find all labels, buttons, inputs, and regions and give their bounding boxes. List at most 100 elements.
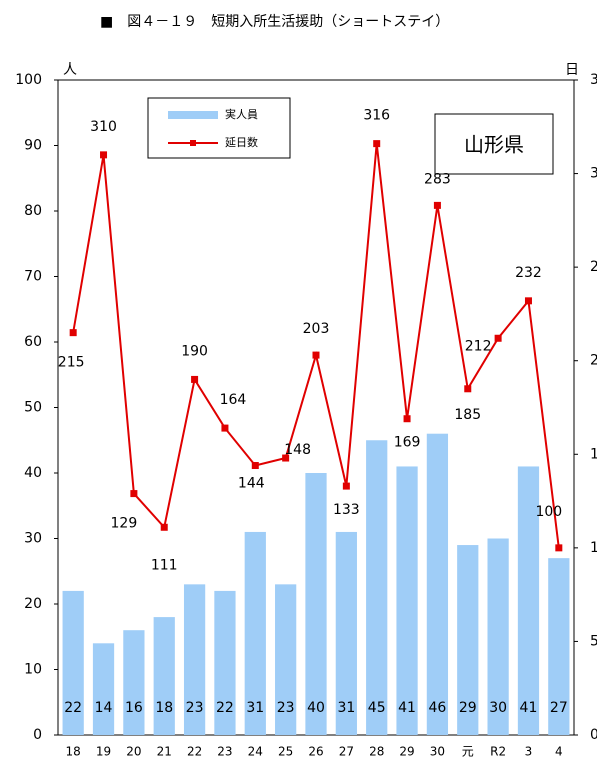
y-tick-label: 90 xyxy=(24,138,42,154)
y2-tick-label: 150 xyxy=(590,446,597,462)
bar-label: 45 xyxy=(368,700,386,716)
line-label: 129 xyxy=(111,516,138,532)
y-tick-label: 40 xyxy=(24,465,42,481)
bar-label: 46 xyxy=(428,700,446,716)
x-tick-label: 19 xyxy=(96,745,111,759)
bar xyxy=(183,584,206,735)
line-marker xyxy=(251,462,259,470)
line-marker xyxy=(100,151,108,159)
line-marker xyxy=(312,351,320,359)
x-tick-label: 25 xyxy=(278,745,293,759)
line-label: 283 xyxy=(424,171,451,187)
y2-tick-label: 50 xyxy=(590,633,597,649)
line-marker xyxy=(282,454,290,462)
y-tick-label: 20 xyxy=(24,596,42,612)
y-axis-label: 人 xyxy=(63,62,77,78)
y-tick-label: 100 xyxy=(15,72,42,88)
x-tick-label: R2 xyxy=(490,745,506,759)
bar xyxy=(123,630,145,735)
x-tick-label: 29 xyxy=(399,745,414,759)
line-marker xyxy=(373,140,381,148)
bar-label: 30 xyxy=(489,700,507,716)
x-tick-label: 23 xyxy=(217,745,232,759)
bar-label: 41 xyxy=(520,700,538,716)
line-marker xyxy=(464,385,472,393)
bar xyxy=(457,545,479,735)
bar-label: 16 xyxy=(125,700,143,716)
bar-label: 23 xyxy=(186,700,204,716)
bar-label: 31 xyxy=(337,700,355,716)
line-label: 111 xyxy=(151,557,178,573)
line-marker xyxy=(494,334,502,342)
y-tick-label: 60 xyxy=(24,334,42,350)
line-label: 316 xyxy=(363,108,390,124)
line-marker xyxy=(160,523,168,531)
line-marker xyxy=(130,490,138,498)
x-tick-label: 26 xyxy=(308,745,323,759)
bar-label: 40 xyxy=(307,700,325,716)
line-label: 185 xyxy=(454,407,481,423)
bar-label: 41 xyxy=(398,700,416,716)
bar xyxy=(275,584,297,735)
y-tick-label: 10 xyxy=(24,662,42,678)
bar xyxy=(396,466,418,735)
y2-tick-label: 250 xyxy=(590,259,597,275)
y2-tick-label: 100 xyxy=(590,540,597,556)
bar xyxy=(487,538,509,735)
line-label: 169 xyxy=(394,435,421,451)
x-tick-label: 18 xyxy=(66,745,81,759)
bar xyxy=(62,590,84,735)
line-label: 232 xyxy=(515,265,542,281)
bar-label: 14 xyxy=(95,700,113,716)
line-label: 133 xyxy=(333,502,360,518)
bar xyxy=(426,433,449,735)
bar xyxy=(548,558,570,735)
bar-label: 29 xyxy=(459,700,477,716)
y-tick-label: 80 xyxy=(24,203,42,219)
line-marker xyxy=(221,424,229,432)
chart-title: ■ 図４－１９ 短期入所生活援助（ショートステイ） xyxy=(100,14,449,30)
line-label: 148 xyxy=(284,442,311,458)
x-tick-label: 20 xyxy=(126,745,141,759)
legend-swatch xyxy=(168,111,218,119)
bar xyxy=(244,531,266,735)
bar-label: 27 xyxy=(550,700,568,716)
legend-label: 延日数 xyxy=(225,136,258,149)
bar-label: 23 xyxy=(277,700,295,716)
x-tick-label: 30 xyxy=(430,745,445,759)
bar xyxy=(335,531,357,735)
annotation-box xyxy=(434,113,554,175)
annotation: 山形県 xyxy=(464,133,524,157)
x-tick-label: 4 xyxy=(555,745,563,759)
y-tick-label: 70 xyxy=(24,269,42,285)
line-label: 190 xyxy=(181,343,208,359)
line-marker xyxy=(433,201,441,209)
line-marker xyxy=(524,297,532,305)
legend xyxy=(147,97,291,159)
line-label: 212 xyxy=(465,338,492,354)
bar-label: 22 xyxy=(64,700,82,716)
legend-swatch xyxy=(190,140,196,146)
bar-label: 22 xyxy=(216,700,234,716)
y2-axis-label: 日 xyxy=(565,62,579,78)
bar xyxy=(366,440,388,735)
y2-tick-label: 300 xyxy=(590,166,597,182)
line-marker xyxy=(342,482,350,490)
bar xyxy=(92,643,115,735)
line-label: 203 xyxy=(303,321,330,337)
x-tick-label: 24 xyxy=(248,745,263,759)
x-tick-label: 27 xyxy=(339,745,354,759)
x-tick-label: 28 xyxy=(369,745,384,759)
line-marker xyxy=(555,544,563,552)
bar xyxy=(214,590,236,735)
y2-tick-label: 350 xyxy=(590,72,597,88)
x-tick-label: 3 xyxy=(525,745,533,759)
line-label: 310 xyxy=(90,119,117,135)
line-marker xyxy=(403,415,411,423)
y2-tick-label: 200 xyxy=(590,353,597,369)
legend-label: 実人員 xyxy=(225,107,258,121)
line-label: 144 xyxy=(238,476,265,492)
bar xyxy=(153,617,175,735)
x-tick-label: 21 xyxy=(157,745,172,759)
